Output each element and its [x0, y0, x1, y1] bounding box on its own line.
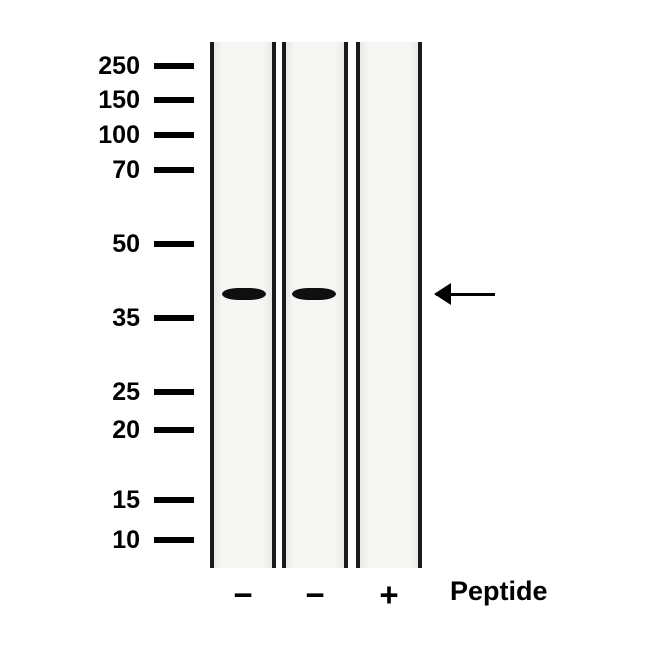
ladder-label: 35 — [112, 306, 140, 331]
ladder-tick — [154, 167, 194, 173]
lane-condition-label: + — [356, 578, 422, 611]
western-blot-figure: 25015010070503525201510 −−+ Peptide — [0, 0, 650, 647]
ladder-label: 100 — [98, 123, 140, 148]
ladder-label: 50 — [112, 232, 140, 257]
lane-fill — [286, 42, 344, 568]
ladder-label: 10 — [112, 528, 140, 553]
ladder-label: 250 — [98, 54, 140, 79]
ladder-tick — [154, 63, 194, 69]
lane-condition-label: − — [210, 578, 276, 611]
blot-band — [222, 288, 266, 300]
ladder-tick — [154, 132, 194, 138]
blot-band — [292, 288, 336, 300]
ladder-tick — [154, 497, 194, 503]
ladder-tick — [154, 315, 194, 321]
ladder-tick — [154, 389, 194, 395]
lane-condition-label: − — [282, 578, 348, 611]
ladder-label: 15 — [112, 488, 140, 513]
peptide-label: Peptide — [450, 578, 548, 605]
ladder-tick — [154, 97, 194, 103]
ladder-tick — [154, 537, 194, 543]
lane-border — [272, 42, 276, 568]
lane-border — [344, 42, 348, 568]
lane-fill — [214, 42, 272, 568]
lane-border — [418, 42, 422, 568]
ladder-tick — [154, 427, 194, 433]
ladder-label: 150 — [98, 88, 140, 113]
lane-fill — [360, 42, 418, 568]
ladder-tick — [154, 241, 194, 247]
arrow-head-icon — [434, 283, 451, 305]
ladder-label: 20 — [112, 418, 140, 443]
ladder-label: 70 — [112, 158, 140, 183]
ladder-label: 25 — [112, 380, 140, 405]
